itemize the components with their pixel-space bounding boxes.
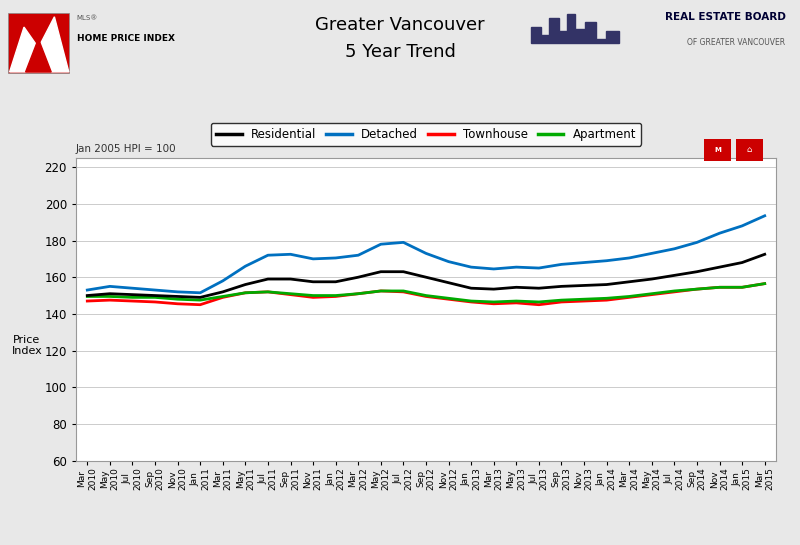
Polygon shape bbox=[26, 39, 51, 72]
Bar bbox=[736, 139, 763, 161]
Text: M: M bbox=[714, 147, 721, 153]
Text: MLS®: MLS® bbox=[77, 15, 98, 21]
Legend: Residential, Detached, Townhouse, Apartment: Residential, Detached, Townhouse, Apartm… bbox=[211, 123, 641, 146]
Text: OF GREATER VANCOUVER: OF GREATER VANCOUVER bbox=[687, 38, 786, 46]
Polygon shape bbox=[530, 14, 619, 44]
Text: 5 Year Trend: 5 Year Trend bbox=[345, 43, 455, 61]
Text: HOME PRICE INDEX: HOME PRICE INDEX bbox=[77, 34, 175, 44]
Text: Greater Vancouver: Greater Vancouver bbox=[315, 15, 485, 34]
Text: ⌂: ⌂ bbox=[746, 146, 752, 154]
Text: Jan 2005 HPI = 100: Jan 2005 HPI = 100 bbox=[76, 144, 177, 154]
FancyBboxPatch shape bbox=[8, 13, 69, 74]
Polygon shape bbox=[10, 17, 69, 72]
Text: REAL ESTATE BOARD: REAL ESTATE BOARD bbox=[665, 12, 786, 22]
Text: Price
Index: Price Index bbox=[12, 335, 42, 356]
Bar bbox=[704, 139, 731, 161]
